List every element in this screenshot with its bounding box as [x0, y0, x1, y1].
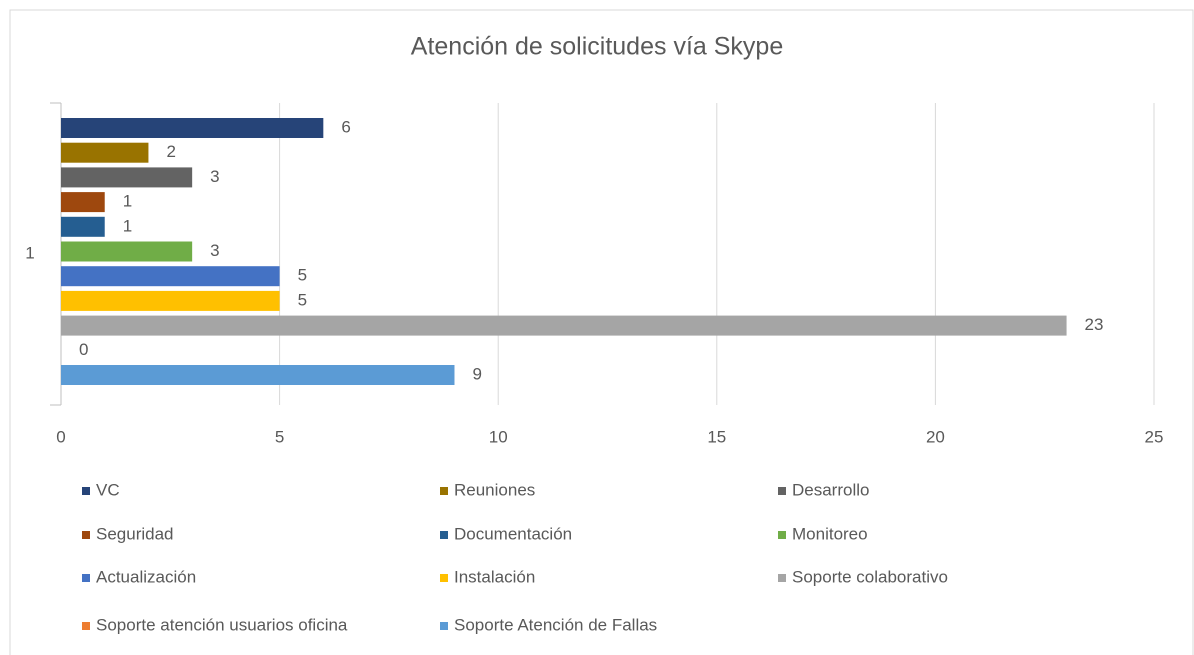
legend-label: VC [96, 480, 120, 499]
data-label: 1 [123, 216, 132, 235]
bar [61, 266, 280, 287]
bar [61, 365, 455, 385]
legend-swatch [440, 487, 448, 495]
chart-title: Atención de solicitudes vía Skype [411, 33, 783, 61]
x-tick-label: 0 [56, 427, 65, 446]
legend-label: Seguridad [96, 524, 174, 543]
legend-swatch [778, 574, 786, 582]
x-tick-label: 25 [1145, 427, 1164, 446]
data-label: 6 [341, 117, 350, 136]
bar [61, 290, 280, 311]
legend-label: Instalación [454, 567, 535, 586]
legend-swatch [82, 622, 90, 630]
legend-swatch [82, 574, 90, 582]
bar [61, 216, 105, 237]
legend-swatch [778, 487, 786, 495]
bar [61, 167, 193, 188]
data-label: 3 [210, 167, 219, 186]
legend-label: Reuniones [454, 480, 535, 499]
legend-swatch [440, 531, 448, 539]
bar [61, 315, 1067, 336]
x-tick-label: 20 [926, 427, 945, 446]
data-label: 0 [79, 340, 88, 359]
x-tick-label: 15 [707, 427, 726, 446]
x-tick-label: 5 [275, 427, 284, 446]
data-label: 5 [298, 266, 307, 285]
legend-swatch [778, 531, 786, 539]
bar [61, 118, 324, 138]
data-label: 2 [166, 142, 175, 161]
data-label: 5 [298, 290, 307, 309]
legend-swatch [440, 622, 448, 630]
legend-label: Monitoreo [792, 524, 868, 543]
legend-label: Soporte Atención de Fallas [454, 615, 657, 634]
bar [61, 241, 193, 262]
data-label: 23 [1085, 315, 1104, 334]
data-label: 3 [210, 241, 219, 260]
bar [61, 192, 105, 213]
legend-label: Soporte colaborativo [792, 567, 948, 586]
legend-label: Desarrollo [792, 480, 869, 499]
data-label: 9 [472, 364, 481, 383]
legend-label: Actualización [96, 567, 196, 586]
legend-swatch [82, 487, 90, 495]
bar [61, 142, 149, 163]
y-tick-label: 1 [25, 243, 34, 262]
legend-label: Soporte atención usuarios oficina [96, 615, 348, 634]
data-label: 1 [123, 192, 132, 211]
x-tick-label: 10 [489, 427, 508, 446]
legend-swatch [440, 574, 448, 582]
legend-swatch [82, 531, 90, 539]
legend-label: Documentación [454, 524, 572, 543]
